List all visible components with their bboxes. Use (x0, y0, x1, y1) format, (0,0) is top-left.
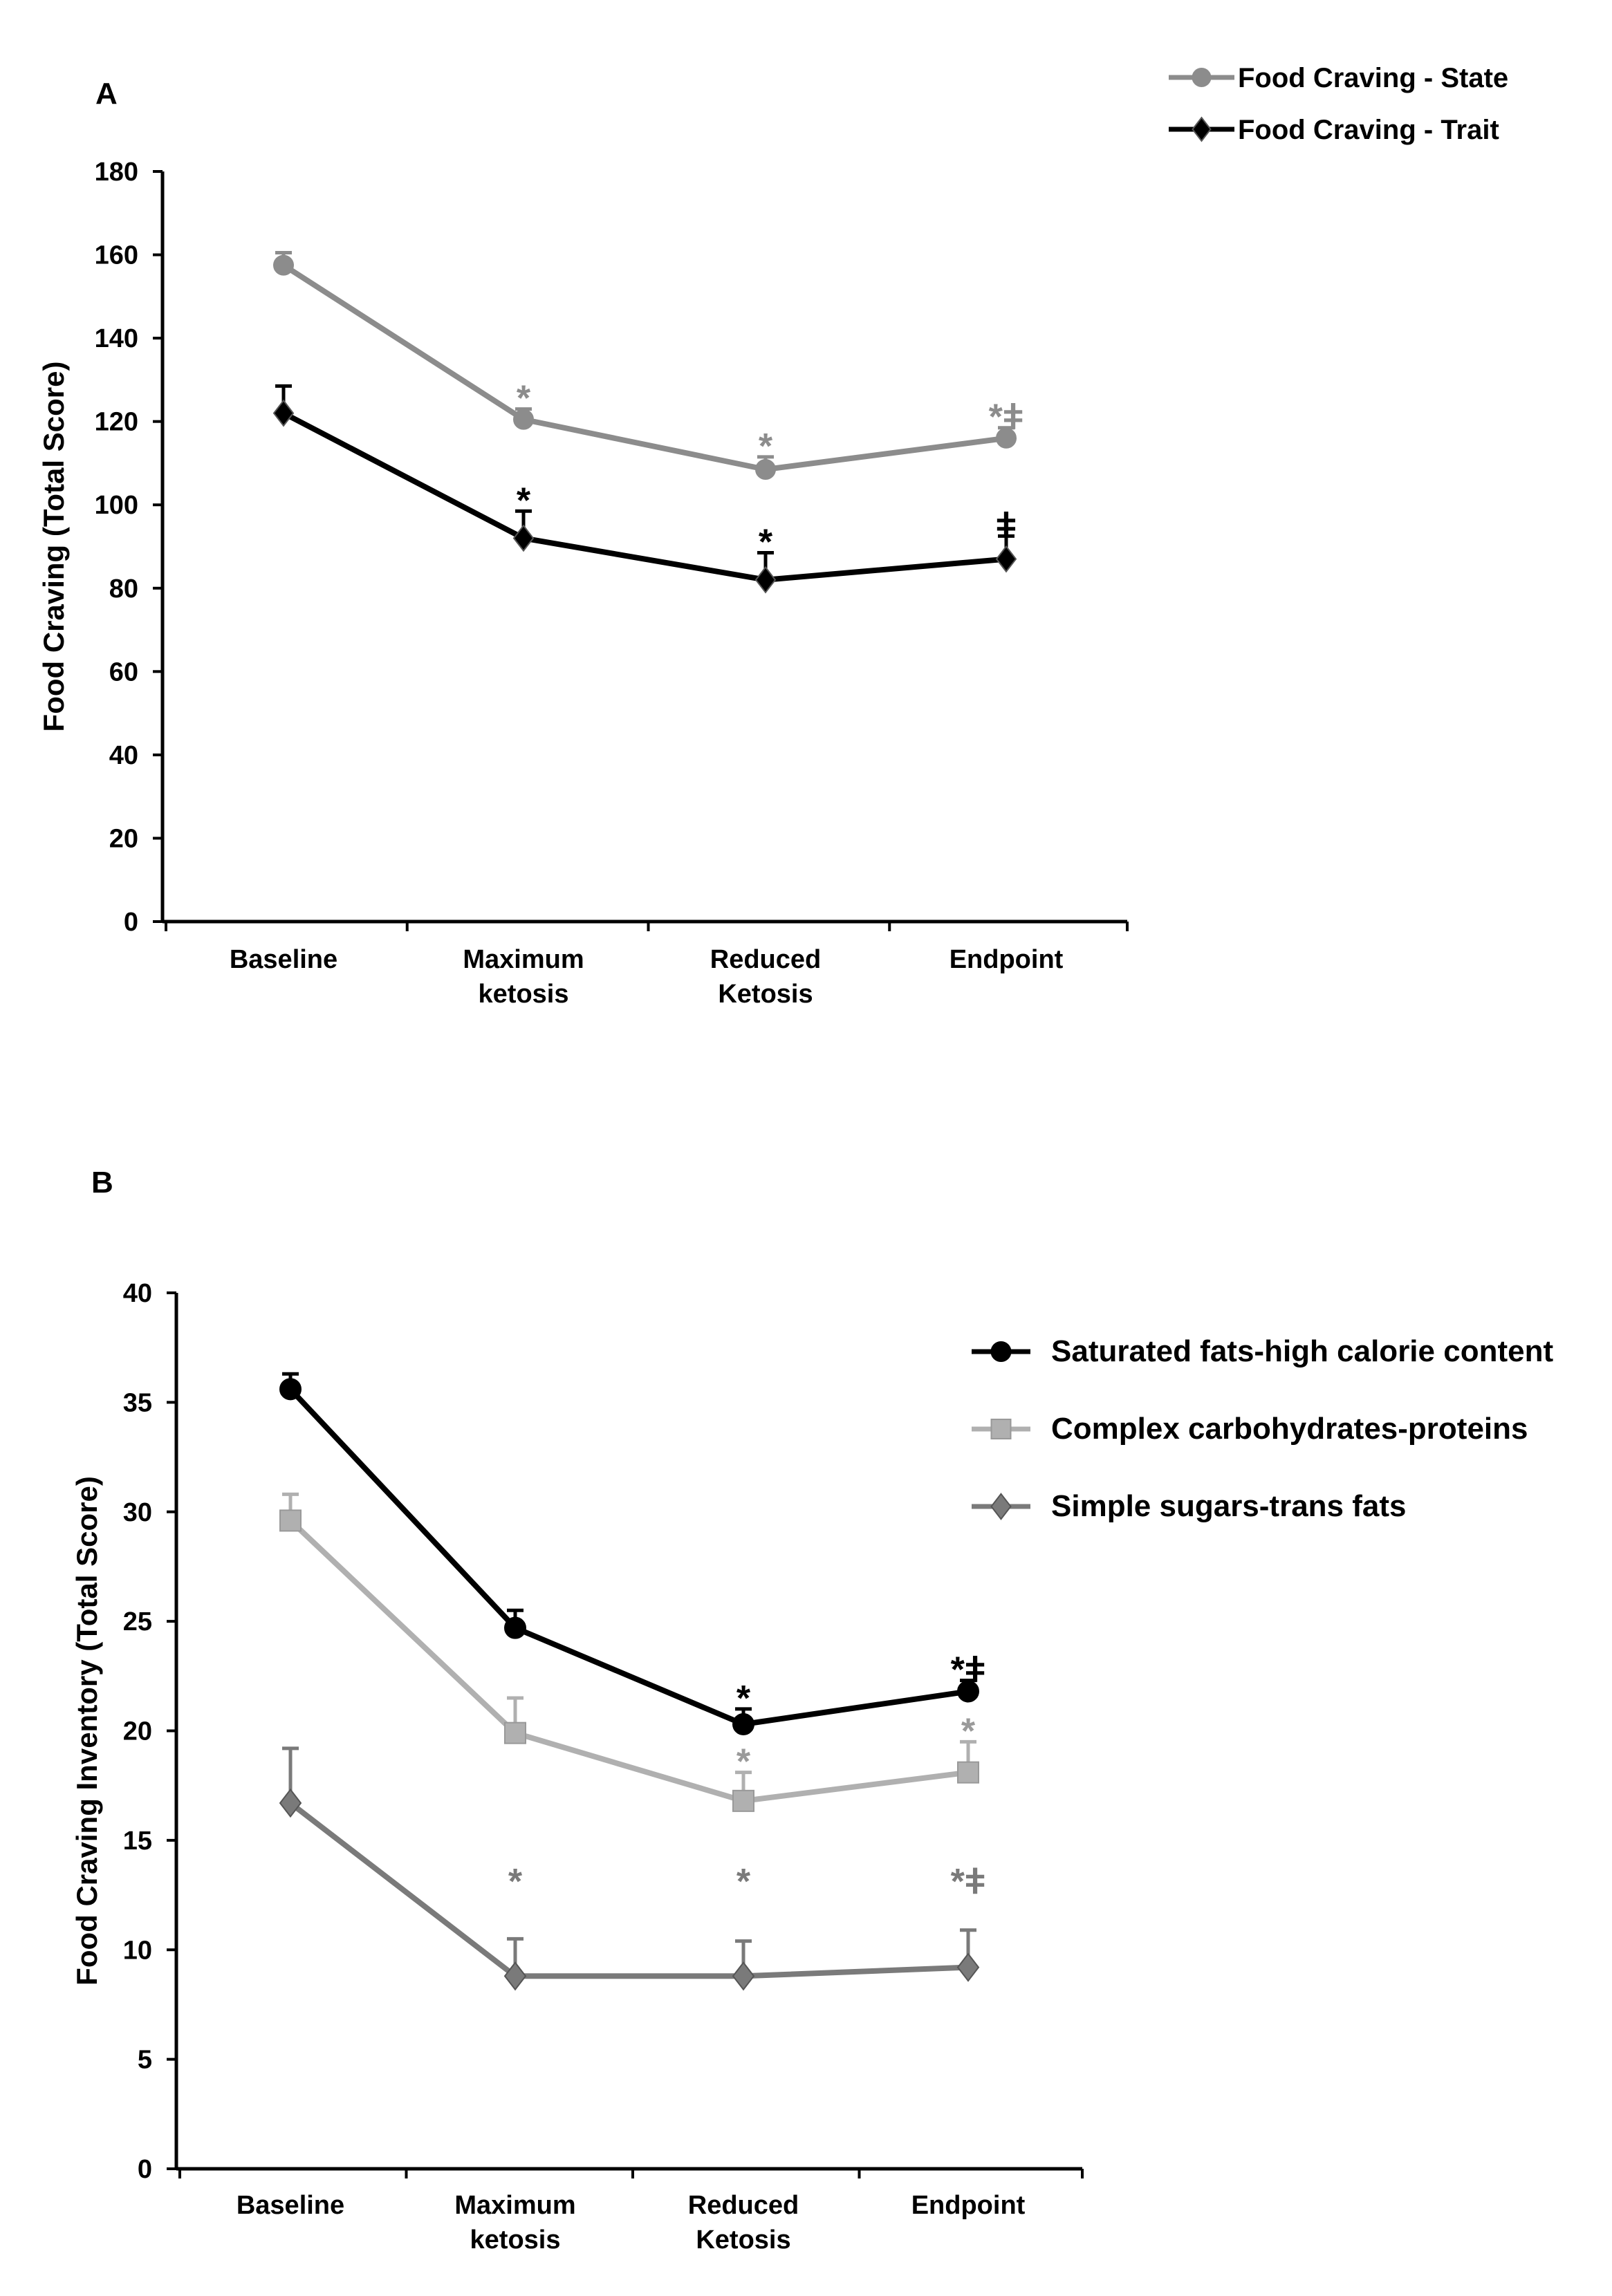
chart-b-y-tick-label: 25 (123, 1607, 152, 1636)
panel-a-label: A (95, 77, 118, 111)
chart-a-legend-food-craving-state-marker (1192, 68, 1212, 87)
chart-b-series-complex-carbohydrates-proteins-significance-label: * (961, 1711, 976, 1751)
chart-b-series-complex-carbohydrates-proteins-point (732, 1789, 754, 1812)
chart-b-category-label: Maximum ketosis (454, 2191, 575, 2255)
chart-b-legend-complex-carbohydrates-proteins-label: Complex carbohydrates-proteins (1051, 1412, 1528, 1446)
chart-a-series-food-craving-state-point (513, 409, 534, 430)
chart-a-series-food-craving-state-line (281, 263, 1007, 472)
chart-b-category-label: Endpoint (911, 2191, 1026, 2220)
chart-b-y-tick-label: 35 (123, 1388, 152, 1417)
chart-a-y-axis-title: Food Craving (Total Score) (37, 362, 70, 732)
chart-a-y-tick-label: 20 (109, 824, 138, 853)
chart-a-legend-food-craving-state-label: Food Craving - State (1238, 63, 1508, 93)
chart-b-y-tick-label: 0 (138, 2155, 152, 2184)
chart-b-series-simple-sugars-trans-fats-point (503, 1961, 527, 1991)
chart-b-series-simple-sugars-trans-fats-significance-label: * (736, 1862, 751, 1902)
chart-b-y-axis-title: Food Craving Inventory (Total Score) (71, 1476, 103, 1986)
chart-b-y-tick-label: 30 (123, 1498, 152, 1527)
chart-a-series-food-craving-trait-significance-label: ǂ (996, 505, 1017, 545)
chart-a-y-tick-label: 0 (124, 908, 138, 937)
chart-a-series-food-craving-trait-point (272, 399, 295, 427)
chart-b-series-saturated-fats-high-calorie-content-point (957, 1680, 979, 1703)
chart-a-series-food-craving-trait-line (282, 411, 1007, 583)
chart-b-series-complex-carbohydrates-proteins-point (504, 1721, 526, 1744)
chart-a-series-food-craving-state-significance-label: * (517, 379, 531, 419)
chart-b-legend-saturated-fats-high-calorie-content-marker (990, 1341, 1012, 1362)
chart-b-series-complex-carbohydrates-proteins-point (957, 1761, 979, 1784)
chart-a-category-label: Reduced Ketosis (710, 945, 821, 1009)
chart-a-y-tick-label: 60 (109, 657, 138, 687)
chart-b-legend-simple-sugars-trans-fats-label: Simple sugars-trans fats (1051, 1489, 1407, 1523)
chart-a-series-food-craving-state-point (996, 427, 1017, 449)
chart-a-series-food-craving-trait-point (754, 566, 777, 594)
chart-b-series-complex-carbohydrates-proteins-significance-label: * (736, 1742, 751, 1782)
chart-b-series-simple-sugars-trans-fats-point (732, 1961, 755, 1991)
chart-b-legend-simple-sugars-trans-fats-marker (990, 1493, 1012, 1520)
chart-b: 0 5 10 15 20 25 30 35 40 Baseline Maximum ketosis Re… (71, 1279, 1553, 2255)
chart-b-series-saturated-fats-high-calorie-content: * *ǂ (279, 1372, 986, 1735)
chart-a-series-food-craving-state-point (273, 254, 294, 276)
chart-a-category-label: Endpoint (949, 945, 1064, 974)
chart-a-series-food-craving-trait-significance-label: * (759, 523, 773, 563)
chart-a-series-food-craving-trait-point (995, 545, 1017, 573)
chart-b-series-simple-sugars-trans-fats-point (956, 1952, 980, 1982)
chart-b-series-complex-carbohydrates-proteins-point (279, 1509, 302, 1532)
chart-b-series-simple-sugars-trans-fats-significance-label: * (508, 1862, 523, 1902)
chart-a-y-tick-label: 140 (95, 324, 138, 353)
panel-b-label: B (91, 1166, 113, 1200)
chart-a-y-tick-label: 80 (109, 575, 138, 604)
chart-b-series-saturated-fats-high-calorie-content-point (279, 1378, 302, 1401)
chart-a-category-label: Baseline (230, 945, 337, 974)
chart-b-y-tick-label: 15 (123, 1827, 152, 1856)
chart-b-series-saturated-fats-high-calorie-content-point (504, 1616, 526, 1639)
chart-a-legend-food-craving-trait-label: Food Craving - Trait (1238, 115, 1499, 145)
chart-b-series-simple-sugars-trans-fats-point (279, 1788, 302, 1818)
chart-b-y-tick-label: 40 (123, 1279, 152, 1308)
chart-a-category-label: Maximum ketosis (463, 945, 584, 1009)
chart-a-y-tick-label: 120 (95, 408, 138, 437)
chart-b-series-simple-sugars-trans-fats-line (288, 1800, 969, 1979)
chart-b-series-complex-carbohydrates-proteins-line (288, 1518, 969, 1804)
chart-a-series-food-craving-state-point (755, 458, 776, 480)
chart-b-series-simple-sugars-trans-fats: * * *ǂ (279, 1746, 986, 1991)
chart-a-legend: Food Craving - State Food Craving - Trait (1169, 63, 1508, 145)
chart-b-series-simple-sugars-trans-fats-significance-label: *ǂ (951, 1862, 986, 1902)
chart-b-legend: Saturated fats-high calorie content Compl… (972, 1334, 1553, 1523)
chart-a-series-food-craving-trait: * * ǂ (272, 384, 1017, 594)
chart-a-y-tick-label: 40 (109, 741, 138, 770)
chart-a-series-food-craving-state-significance-label: * (759, 427, 773, 467)
chart-b-series-saturated-fats-high-calorie-content-line (288, 1387, 969, 1727)
chart-b-y-tick-label: 10 (123, 1936, 152, 1965)
chart-b-legend-saturated-fats-high-calorie-content-label: Saturated fats-high calorie content (1051, 1334, 1553, 1368)
chart-b-category-label: Reduced Ketosis (688, 2191, 799, 2255)
chart-a-y-tick-label: 180 (95, 158, 138, 187)
chart-a-legend-food-craving-trait-marker (1192, 116, 1212, 142)
chart-a-series-food-craving-state: * * *ǂ (273, 251, 1024, 480)
chart-a: 0 20 40 60 80 100 120 140 160 180 Baseline Maximum k… (37, 63, 1508, 1009)
chart-a-series-food-craving-trait-significance-label: * (517, 480, 531, 521)
chart-a-y-tick-label: 100 (95, 491, 138, 520)
chart-b-y-tick-label: 20 (123, 1717, 152, 1746)
chart-b-series-saturated-fats-high-calorie-content-significance-label: * (736, 1679, 751, 1719)
chart-b-category-label: Baseline (237, 2191, 344, 2220)
chart-b-y-tick-label: 5 (138, 2046, 152, 2075)
chart-a-series-food-craving-state-significance-label: *ǂ (989, 398, 1024, 438)
chart-a-y-tick-label: 160 (95, 241, 138, 270)
chart-a-series-food-craving-trait-point (512, 524, 535, 552)
chart-b-series-complex-carbohydrates-proteins: ** (279, 1492, 979, 1812)
chart-b-series-saturated-fats-high-calorie-content-significance-label: *ǂ (951, 1650, 986, 1690)
chart-b-series-saturated-fats-high-calorie-content-point (732, 1712, 754, 1735)
chart-b-legend-complex-carbohydrates-proteins-marker (990, 1419, 1012, 1439)
